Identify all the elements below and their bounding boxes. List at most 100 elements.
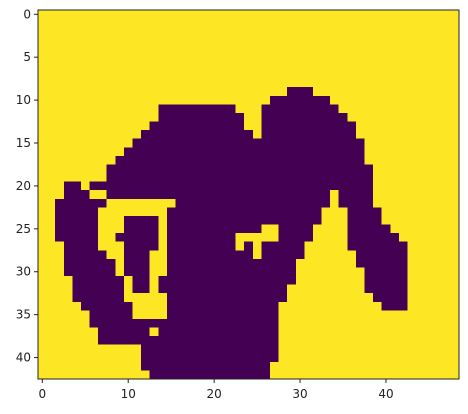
heatmap-cell <box>450 87 460 97</box>
heatmap-cell <box>450 121 460 131</box>
heatmap-cell <box>424 112 434 123</box>
heatmap-cell <box>407 173 417 183</box>
heatmap-cell <box>192 310 202 320</box>
heatmap-cell <box>338 258 348 269</box>
heatmap-cell <box>235 293 245 303</box>
heatmap-cell <box>227 155 237 166</box>
heatmap-cell <box>381 52 391 63</box>
heatmap-cell <box>261 95 271 105</box>
heatmap-cell <box>63 198 73 208</box>
heatmap-cell <box>373 173 383 183</box>
heatmap-cell <box>355 318 366 329</box>
heatmap-cell <box>80 190 91 200</box>
heatmap-cell <box>347 44 357 54</box>
heatmap-cell <box>424 361 434 372</box>
heatmap-cell <box>141 10 151 20</box>
heatmap-cell <box>166 70 177 80</box>
heatmap-cell <box>398 35 409 45</box>
heatmap-cell <box>55 258 65 269</box>
heatmap-cell <box>149 301 159 311</box>
heatmap-cell <box>235 327 245 337</box>
heatmap-cell <box>80 310 91 320</box>
heatmap-cell <box>98 258 108 269</box>
heatmap-cell <box>149 327 159 337</box>
heatmap-cell <box>201 44 211 54</box>
heatmap-cell <box>63 78 73 88</box>
heatmap-cell <box>132 44 142 54</box>
heatmap-cell <box>269 310 280 320</box>
heatmap-cell <box>149 138 159 148</box>
heatmap-cell <box>347 276 357 286</box>
heatmap-cell <box>381 112 391 123</box>
heatmap-cell <box>38 190 48 200</box>
heatmap-cell <box>398 215 409 226</box>
heatmap-cell <box>278 147 288 157</box>
heatmap-cell <box>149 78 159 88</box>
heatmap-cell <box>192 155 202 166</box>
heatmap-cell <box>201 224 211 234</box>
heatmap-cell <box>115 27 125 37</box>
heatmap-cell <box>287 293 297 303</box>
heatmap-cell <box>373 181 383 191</box>
heatmap-cell <box>192 327 202 337</box>
heatmap-cell <box>72 27 82 37</box>
heatmap-cell <box>201 18 211 28</box>
heatmap-cell <box>347 35 357 45</box>
heatmap-cell <box>158 130 168 140</box>
heatmap-cell <box>244 78 254 88</box>
heatmap-cell <box>166 370 177 380</box>
heatmap-cell <box>72 327 82 337</box>
heatmap-cell <box>209 233 220 243</box>
heatmap-cell <box>407 155 417 166</box>
heatmap-cell <box>450 250 460 260</box>
heatmap-cell <box>398 190 409 200</box>
heatmap-cell <box>295 27 305 37</box>
heatmap-cell <box>312 258 323 269</box>
heatmap-cell <box>304 164 314 174</box>
heatmap-cell <box>244 327 254 337</box>
heatmap-cell <box>252 215 262 226</box>
heatmap-cell <box>72 344 82 354</box>
heatmap-cell <box>192 267 202 277</box>
heatmap-cell <box>209 344 220 354</box>
heatmap-cell <box>304 344 314 354</box>
heatmap-cell <box>416 130 426 140</box>
heatmap-cell <box>252 173 262 183</box>
heatmap-cell <box>123 112 134 123</box>
heatmap-cell <box>115 35 125 45</box>
heatmap-cell <box>330 361 340 372</box>
heatmap-cell <box>175 233 185 243</box>
heatmap-cell <box>158 207 168 217</box>
heatmap-cell <box>209 164 220 174</box>
heatmap-cell <box>347 138 357 148</box>
heatmap-cell <box>321 258 331 269</box>
heatmap-cell <box>433 336 443 346</box>
heatmap-cell <box>373 318 383 329</box>
heatmap-cell <box>115 353 125 363</box>
heatmap-cell <box>38 61 48 71</box>
heatmap-cell <box>347 190 357 200</box>
heatmap-cell <box>244 293 254 303</box>
heatmap-cell <box>123 95 134 105</box>
heatmap-cell <box>261 327 271 337</box>
heatmap-cell <box>244 250 254 260</box>
heatmap-cell <box>338 301 348 311</box>
heatmap-cell <box>158 121 168 131</box>
heatmap-cell <box>424 276 434 286</box>
heatmap-cell <box>450 18 460 28</box>
heatmap-cell <box>123 301 134 311</box>
heatmap-cell <box>141 224 151 234</box>
heatmap-cell <box>355 78 366 88</box>
heatmap-cell <box>218 61 228 71</box>
heatmap-cell <box>338 18 348 28</box>
heatmap-cell <box>424 130 434 140</box>
heatmap-cell <box>424 18 434 28</box>
heatmap-cell <box>321 361 331 372</box>
heatmap-cell <box>373 258 383 269</box>
heatmap-cell <box>166 35 177 45</box>
heatmap-cell <box>141 18 151 28</box>
heatmap-cell <box>98 61 108 71</box>
heatmap-cell <box>261 155 271 166</box>
heatmap-cell <box>355 95 366 105</box>
heatmap-cell <box>364 173 374 183</box>
